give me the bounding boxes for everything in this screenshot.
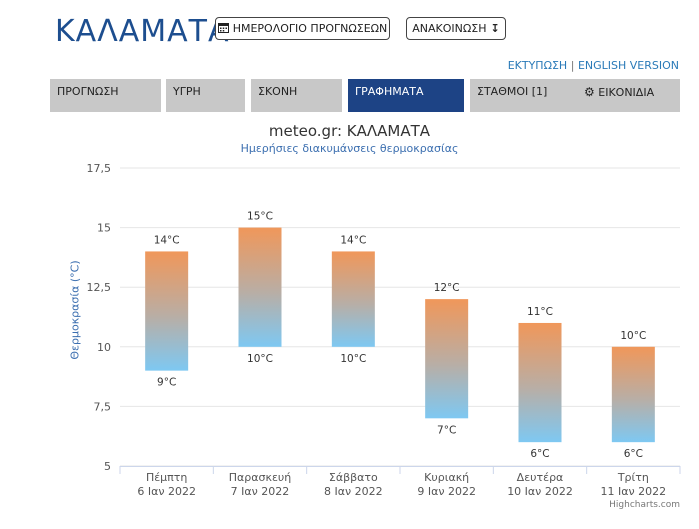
x-tick-day-label: Παρασκευή xyxy=(229,471,292,484)
calendar-icon xyxy=(217,22,229,36)
max-temp-label: 14°C xyxy=(154,234,180,246)
temperature-bar xyxy=(331,251,375,347)
x-tick-date-label: 7 Ιαν 2022 xyxy=(231,485,290,498)
tab-stations[interactable]: ΣΤΑΘΜΟΙ [1] xyxy=(470,79,577,112)
max-temp-label: 14°C xyxy=(340,234,366,246)
min-temp-label: 9°C xyxy=(157,377,176,389)
min-temp-label: 7°C xyxy=(437,424,456,436)
arrow-down-icon: ↧ xyxy=(490,22,500,35)
links-separator: | xyxy=(570,59,575,72)
y-tick-label: 15 xyxy=(97,222,111,235)
x-tick-day-label: Σάββατο xyxy=(329,471,378,484)
y-tick-label: 10 xyxy=(97,341,111,354)
tab-dust-label: ΣΚΟΝΗ xyxy=(258,85,298,98)
tab-charts[interactable]: ΓΡΑΦΗΜΑΤΑ xyxy=(348,79,464,112)
y-tick-label: 12,5 xyxy=(87,281,112,294)
tab-forecast[interactable]: ΠΡΟΓΝΩΣΗ xyxy=(50,79,161,112)
min-temp-label: 10°C xyxy=(340,353,366,365)
max-temp-label: 12°C xyxy=(434,282,460,294)
tab-dust[interactable]: ΣΚΟΝΗ xyxy=(251,79,342,112)
temperature-bar xyxy=(238,227,282,347)
tab-charts-label: ΓΡΑΦΗΜΑΤΑ xyxy=(355,85,424,98)
temperature-bar xyxy=(145,251,189,371)
tab-icons-label: ΕΙΚΟΝΙΔΙΑ xyxy=(598,86,655,99)
forecast-calendar-button[interactable]: ΗΜΕΡΟΛΟΓΙΟ ΠΡΟΓΝΩΣΕΩΝ xyxy=(215,17,390,40)
forecast-calendar-label: ΗΜΕΡΟΛΟΓΙΟ ΠΡΟΓΝΩΣΕΩΝ xyxy=(232,22,388,35)
tab-humidity[interactable]: ΥΓΡΗ xyxy=(166,79,245,112)
temperature-bar xyxy=(425,299,469,419)
y-tick-label: 7,5 xyxy=(94,400,112,413)
tab-bar: ΠΡΟΓΝΩΣΗ ΥΓΡΗ ΣΚΟΝΗ ΓΡΑΦΗΜΑΤΑ ΣΤΑΘΜΟΙ [1… xyxy=(50,79,680,112)
tab-humidity-label: ΥΓΡΗ xyxy=(173,85,201,98)
chart-credits[interactable]: Highcharts.com xyxy=(609,500,680,510)
tab-forecast-label: ΠΡΟΓΝΩΣΗ xyxy=(57,85,119,98)
min-temp-label: 10°C xyxy=(247,353,273,365)
min-temp-label: 6°C xyxy=(530,448,549,460)
min-temp-label: 6°C xyxy=(624,448,643,460)
tab-icons[interactable]: ⚙ ΕΙΚΟΝΙΔΙΑ xyxy=(577,79,680,112)
y-tick-label: 17,5 xyxy=(87,162,112,175)
temperature-bar xyxy=(611,346,655,443)
english-version-link[interactable]: ENGLISH VERSION xyxy=(577,59,679,72)
x-tick-date-label: 9 Ιαν 2022 xyxy=(417,485,476,498)
tab-stations-label: ΣΤΑΘΜΟΙ [1] xyxy=(477,85,548,98)
x-tick-date-label: 11 Ιαν 2022 xyxy=(601,485,667,498)
announcement-label: ΑΝΑΚΟΙΝΩΣΗ xyxy=(412,22,487,35)
x-tick-date-label: 6 Ιαν 2022 xyxy=(137,485,196,498)
top-links: ΕΚΤΥΠΩΣΗ | ENGLISH VERSION xyxy=(508,59,679,72)
chart-title: meteo.gr: ΚΑΛΑΜΑΤΑ xyxy=(268,122,431,140)
x-tick-date-label: 10 Ιαν 2022 xyxy=(507,485,573,498)
page-title: ΚΑΛΑΜΑΤΑ xyxy=(55,14,230,49)
max-temp-label: 10°C xyxy=(620,330,646,342)
x-tick-day-label: Πέμπτη xyxy=(146,471,187,484)
max-temp-label: 15°C xyxy=(247,211,273,223)
x-tick-day-label: Δευτέρα xyxy=(517,471,564,484)
chart-subtitle: Ημερήσιες διακυμάνσεις θερμοκρασίας xyxy=(240,142,459,155)
x-tick-day-label: Τρίτη xyxy=(617,471,649,484)
print-link[interactable]: ΕΚΤΥΠΩΣΗ xyxy=(507,59,568,72)
announcement-button[interactable]: ΑΝΑΚΟΙΝΩΣΗ ↧ xyxy=(406,17,506,40)
x-tick-day-label: Κυριακή xyxy=(424,471,469,484)
temperature-bar xyxy=(518,322,562,443)
max-temp-label: 11°C xyxy=(527,306,553,318)
x-tick-date-label: 8 Ιαν 2022 xyxy=(324,485,383,498)
gear-icon: ⚙ xyxy=(584,85,595,99)
y-tick-label: 5 xyxy=(104,460,111,473)
